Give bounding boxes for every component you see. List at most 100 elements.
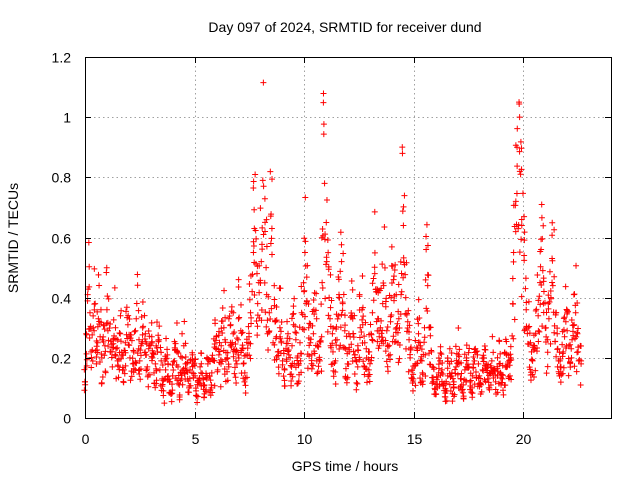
data-point	[568, 345, 575, 352]
data-point	[304, 262, 311, 269]
data-point	[254, 332, 261, 339]
data-point	[336, 294, 343, 301]
data-point	[219, 358, 226, 365]
data-point	[258, 258, 265, 265]
data-point	[551, 273, 558, 280]
data-point	[179, 381, 186, 388]
data-point	[425, 272, 432, 279]
data-point	[252, 227, 259, 234]
data-point	[328, 297, 335, 304]
data-point	[285, 347, 292, 354]
data-point	[242, 390, 249, 397]
data-point	[265, 347, 272, 354]
data-point	[323, 254, 330, 261]
data-point	[325, 249, 332, 256]
data-point	[509, 332, 516, 339]
data-point	[197, 363, 204, 370]
data-point	[522, 285, 529, 292]
data-point	[248, 314, 255, 321]
data-point	[549, 219, 556, 226]
data-point	[350, 334, 357, 341]
data-point	[396, 324, 403, 331]
data-point	[150, 351, 157, 358]
data-point	[551, 226, 558, 233]
data-point	[97, 306, 104, 313]
data-point	[357, 324, 364, 331]
data-point	[208, 369, 215, 376]
data-point	[122, 349, 129, 356]
data-point	[90, 324, 97, 331]
data-point	[246, 352, 253, 359]
data-point	[198, 350, 205, 357]
data-point	[305, 301, 312, 308]
data-point	[245, 323, 252, 330]
data-point	[231, 329, 238, 336]
data-point	[571, 363, 578, 370]
data-point	[399, 208, 406, 215]
data-point	[268, 225, 275, 232]
data-point	[321, 236, 328, 243]
data-point	[159, 362, 166, 369]
data-point	[407, 351, 414, 358]
data-point	[543, 370, 550, 377]
data-point	[412, 337, 419, 344]
data-point	[252, 171, 259, 178]
data-point	[162, 366, 169, 373]
data-point	[365, 366, 372, 373]
data-point	[271, 296, 278, 303]
data-point	[253, 270, 260, 277]
data-point	[224, 349, 231, 356]
data-point	[530, 373, 537, 380]
data-point	[543, 309, 550, 316]
data-point	[349, 315, 356, 322]
data-point	[236, 314, 243, 321]
data-point	[254, 300, 261, 307]
data-point	[341, 327, 348, 334]
data-point	[261, 195, 268, 202]
data-point	[258, 306, 265, 313]
data-point	[94, 308, 101, 315]
data-point	[230, 353, 237, 360]
data-point	[535, 327, 542, 334]
data-point	[209, 352, 216, 359]
data-point	[540, 288, 547, 295]
data-point	[281, 377, 288, 384]
data-point	[508, 376, 515, 383]
data-point	[480, 358, 487, 365]
data-point	[497, 350, 504, 357]
data-point	[259, 246, 266, 253]
data-point	[382, 337, 389, 344]
data-point	[183, 367, 190, 374]
data-point	[558, 371, 565, 378]
data-point	[224, 377, 231, 384]
data-point	[89, 331, 96, 338]
data-point	[109, 363, 116, 370]
data-point	[398, 288, 405, 295]
data-point	[324, 236, 331, 243]
data-point	[318, 333, 325, 340]
data-point	[423, 305, 430, 312]
data-point	[275, 370, 282, 377]
data-point	[310, 297, 317, 304]
data-point	[327, 315, 334, 322]
data-point	[216, 348, 223, 355]
data-point	[198, 360, 205, 367]
chart-title: Day 097 of 2024, SRMTID for receiver dun…	[208, 19, 481, 35]
data-point	[132, 327, 139, 334]
data-point	[211, 382, 218, 389]
data-point	[156, 366, 163, 373]
data-point	[295, 362, 302, 369]
data-point	[396, 355, 403, 362]
data-point	[418, 346, 425, 353]
data-point	[489, 333, 496, 340]
data-point	[506, 372, 513, 379]
data-point	[96, 282, 103, 289]
data-point	[487, 382, 494, 389]
data-point	[340, 291, 347, 298]
y-tick-labels: 0 0.2 0.4 0.6 0.8 1 1.2	[52, 50, 72, 427]
data-point	[231, 364, 238, 371]
data-point	[129, 355, 136, 362]
data-point	[354, 347, 361, 354]
data-point	[342, 365, 349, 372]
data-point	[211, 340, 218, 347]
